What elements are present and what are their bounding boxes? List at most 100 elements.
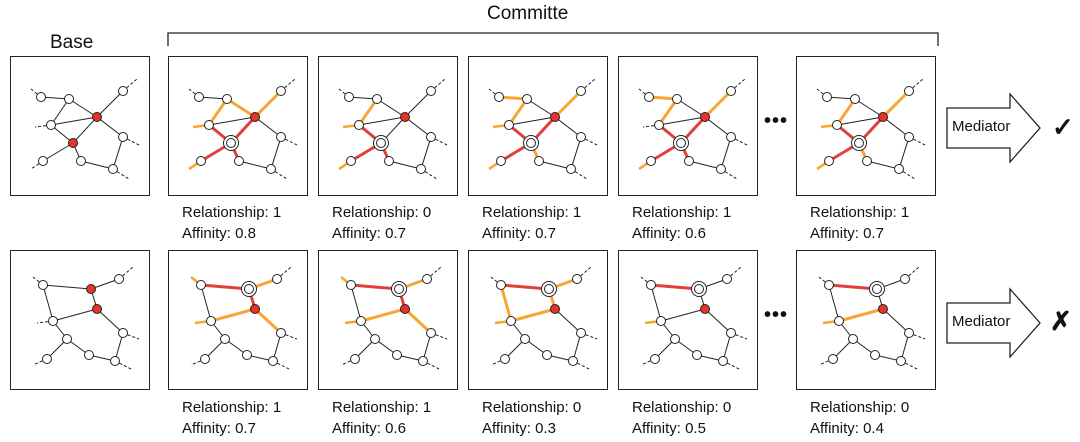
graph-edge [420,136,432,170]
graph-node [48,316,58,326]
graph-node [276,132,286,142]
affinity-label: Affinity: 0.8 [182,225,256,242]
graph-node [506,316,516,326]
relationship-label: Relationship: 1 [632,204,732,221]
graph-node [110,356,120,366]
graph-node [200,354,210,364]
member-graph [188,78,298,180]
relationship-label: Relationship: 1 [182,399,282,416]
graph-node [426,328,436,338]
red-node [86,284,96,294]
member-graph [340,266,448,370]
red-node [68,138,78,148]
graph-node [646,156,656,166]
graph-node [118,86,128,96]
red-node [250,304,260,314]
graph-edge [507,98,529,126]
graph-edge [570,136,582,170]
graph-edge [253,307,283,335]
graph-node [42,354,52,364]
graph-edge [376,98,406,118]
graph-node [84,350,94,360]
graph-node [716,164,726,174]
graph-node [384,156,394,166]
graph-node [654,120,664,130]
graph-node [194,92,204,102]
graph-edge [828,283,878,291]
graph-node [694,284,704,294]
graph-node [426,86,436,96]
member-graph [190,266,298,370]
graph-node [346,280,356,290]
graph-edge [404,90,432,118]
relationship-label: Relationship: 0 [332,204,432,221]
graph-edge [207,98,229,126]
graph-node [38,156,48,166]
red-node [92,304,102,314]
relationship-label: Relationship: 1 [482,204,582,221]
graph-edge [253,89,283,119]
graph-node [670,334,680,344]
graph-edge [226,97,256,119]
graph-node [266,164,276,174]
red-node [250,112,260,122]
graph-node [522,94,532,104]
graph-node [726,86,736,96]
graph-edge [350,284,362,322]
graph-node [542,350,552,360]
dashed-edge [276,266,292,280]
graph-edge [200,283,250,291]
dashed-edge [570,168,588,180]
graph-node [568,356,578,366]
graph-node [494,92,504,102]
graph-node [114,274,124,284]
dashed-edge [580,78,596,92]
base-title: Base [50,32,94,53]
graph-node [496,280,506,290]
graph-node [576,132,586,142]
graph-edge [208,116,256,126]
graph-edge [838,307,884,323]
graph-node [520,334,530,344]
graph-node [862,156,872,166]
graph-edge [388,160,422,170]
graph-edge [510,307,556,323]
graph-edge [882,308,910,334]
graph-node [394,284,404,294]
graph-node [718,356,728,366]
graph-edge [657,98,679,126]
graph-node [834,316,844,326]
graph-node [196,280,206,290]
graph-node [204,120,214,130]
base-panel-row2 [10,250,150,390]
member-graph [638,78,748,180]
graph-node [500,354,510,364]
dashed-edge [280,78,296,92]
graph-edge [854,98,884,118]
relationship-label: Relationship: 0 [810,399,910,416]
graph-node [118,328,128,338]
graph-node [904,86,914,96]
graph-edge [96,308,124,334]
graph-node [526,138,536,148]
ellipsis: ••• [764,110,789,132]
dashed-edge [426,266,442,280]
dashed-edge [908,78,924,92]
graph-node [372,94,382,104]
graph-edge [112,136,124,170]
cross-icon: ✗ [1050,306,1072,336]
graph-node [222,94,232,104]
graph-node [356,316,366,326]
dashed-edge [720,168,738,180]
graph-edge [688,160,722,170]
dashed-edge [730,78,746,92]
graph-edge [350,283,400,291]
graph-edge [499,284,513,322]
graph-node [904,328,914,338]
base-panel-row1 [10,56,150,196]
graph-node [244,284,254,294]
graph-node [656,316,666,326]
graph-edge [96,116,124,138]
committee-member-panel [796,250,936,390]
